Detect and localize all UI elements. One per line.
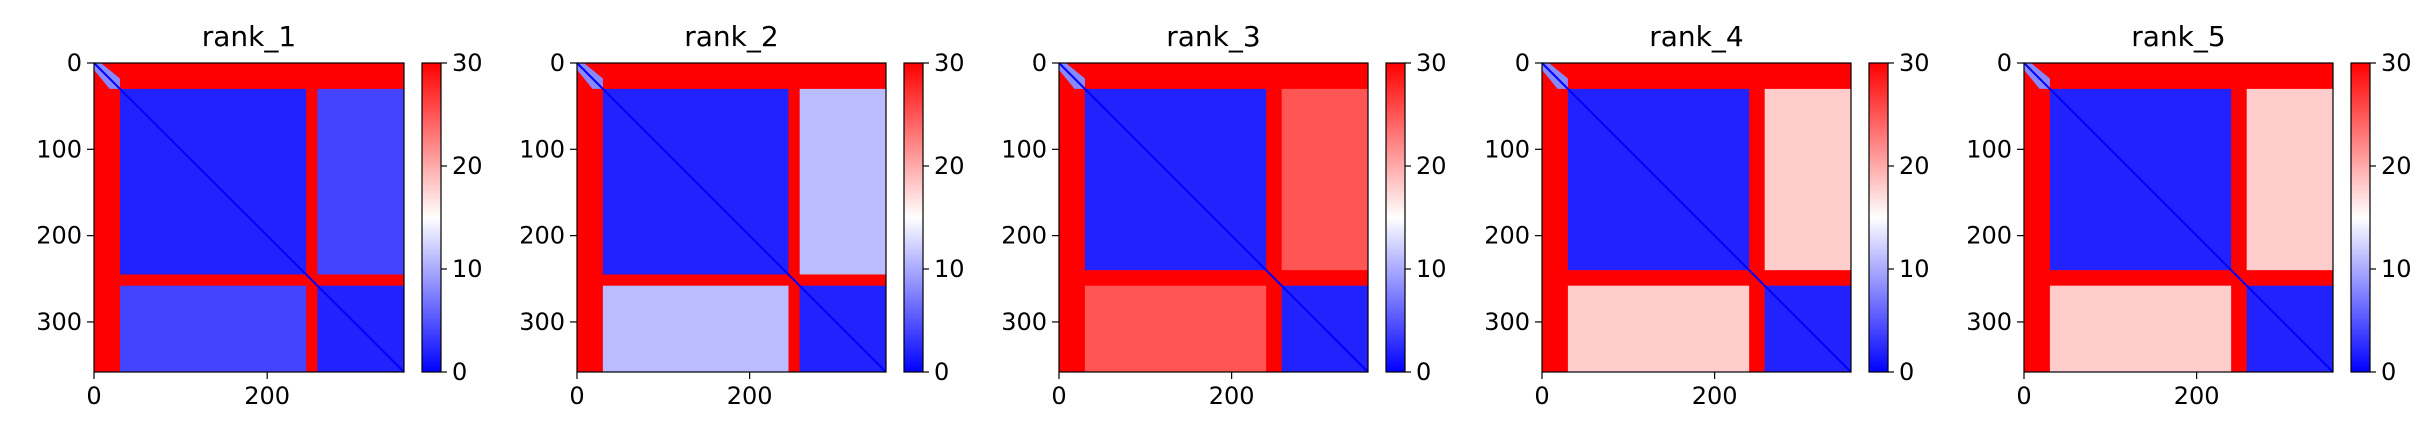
y-tick-label: 300 bbox=[1484, 308, 1530, 336]
y-tick-label: 100 bbox=[36, 135, 82, 163]
axes-frame bbox=[1058, 62, 1369, 373]
heatmap-block-inter-lower bbox=[119, 285, 307, 372]
axes-frame bbox=[1541, 62, 1852, 373]
colorbar-tick-label: 30 bbox=[2381, 49, 2412, 77]
colorbar-tick-label: 0 bbox=[2381, 358, 2396, 386]
colorbar bbox=[2350, 62, 2371, 373]
y-tick-label: 0 bbox=[67, 49, 82, 77]
panel-rank_4: rank_4 0 100 200 300 0 200 0 10 20 30 bbox=[1484, 20, 1929, 410]
colorbar-tick-label: 0 bbox=[452, 358, 467, 386]
colorbar-tick-label: 20 bbox=[1899, 152, 1930, 180]
y-tick-label: 200 bbox=[36, 222, 82, 250]
colorbar-tick-label: 20 bbox=[2381, 152, 2412, 180]
axes-frame bbox=[93, 62, 405, 373]
y-tick-label: 0 bbox=[550, 49, 565, 77]
heatmap-block-inter-lower bbox=[1567, 285, 1750, 372]
panel-rank_1: rank_1 0 100 200 300 0 200 0 10 20 30 bbox=[36, 20, 482, 410]
colorbar-tick-label: 30 bbox=[452, 49, 483, 77]
heatmap-diagonal bbox=[93, 62, 405, 373]
x-tick-label: 200 bbox=[1692, 382, 1738, 410]
panel-title: rank_4 bbox=[1649, 20, 1743, 53]
heatmap-block-inter-upper bbox=[799, 88, 886, 275]
colorbar bbox=[903, 62, 924, 373]
y-tick-label: 300 bbox=[1001, 308, 1047, 336]
heatmap-block-inter-upper bbox=[1281, 88, 1368, 271]
y-tick-label: 100 bbox=[1484, 135, 1530, 163]
panel-rank_2: rank_2 0 100 200 300 0 200 0 10 20 30 bbox=[519, 20, 964, 410]
heatmap-diagonal bbox=[2023, 62, 2334, 373]
colorbar-tick-label: 0 bbox=[1899, 358, 1914, 386]
x-tick-label: 0 bbox=[1534, 382, 1549, 410]
y-tick-label: 0 bbox=[1032, 49, 1047, 77]
x-tick-label: 0 bbox=[2016, 382, 2031, 410]
x-tick-label: 0 bbox=[86, 382, 101, 410]
y-tick-label: 0 bbox=[1515, 49, 1530, 77]
y-tick-label: 0 bbox=[1997, 49, 2012, 77]
colorbar-tick-label: 10 bbox=[2381, 255, 2412, 283]
x-tick-label: 0 bbox=[569, 382, 584, 410]
panel-title: rank_2 bbox=[684, 20, 778, 53]
axes-frame bbox=[2023, 62, 2334, 373]
heatmap-block-inter-lower bbox=[602, 285, 789, 372]
colorbar-tick-label: 30 bbox=[1899, 49, 1930, 77]
y-tick-label: 200 bbox=[1484, 222, 1530, 250]
y-tick-label: 200 bbox=[519, 222, 565, 250]
colorbar-tick-label: 0 bbox=[1416, 358, 1431, 386]
colorbar bbox=[1385, 62, 1406, 373]
y-tick-label: 100 bbox=[519, 135, 565, 163]
y-tick-label: 100 bbox=[1966, 135, 2012, 163]
x-tick-label: 200 bbox=[244, 382, 290, 410]
colorbar-tick-label: 0 bbox=[934, 358, 949, 386]
x-tick-label: 200 bbox=[727, 382, 773, 410]
y-tick-label: 300 bbox=[1966, 308, 2012, 336]
y-tick-label: 300 bbox=[36, 308, 82, 336]
heatmap-diagonal bbox=[1541, 62, 1852, 373]
colorbar bbox=[1868, 62, 1889, 373]
panel-rank_5: rank_5 0 100 200 300 0 200 0 10 20 30 bbox=[1966, 20, 2411, 410]
panel-rank_3: rank_3 0 100 200 300 0 200 0 10 20 30 bbox=[1001, 20, 1446, 410]
x-tick-label: 200 bbox=[2174, 382, 2220, 410]
colorbar-tick-label: 20 bbox=[452, 152, 483, 180]
heatmap-block-inter-upper bbox=[2246, 88, 2333, 271]
colorbar-tick-label: 30 bbox=[934, 49, 965, 77]
y-tick-label: 300 bbox=[519, 308, 565, 336]
y-tick-label: 100 bbox=[1001, 135, 1047, 163]
y-tick-label: 200 bbox=[1966, 222, 2012, 250]
heatmap-block-inter-lower bbox=[1084, 285, 1267, 372]
colorbar-tick-label: 10 bbox=[452, 255, 483, 283]
heatmap-block-inter-upper bbox=[1764, 88, 1851, 271]
colorbar-tick-label: 30 bbox=[1416, 49, 1447, 77]
panel-title: rank_5 bbox=[2131, 20, 2225, 53]
colorbar bbox=[421, 62, 442, 373]
x-tick-label: 200 bbox=[1209, 382, 1255, 410]
heatmap-block-inter-upper bbox=[317, 88, 404, 275]
axes-frame bbox=[576, 62, 887, 373]
colorbar-tick-label: 20 bbox=[934, 152, 965, 180]
x-tick-label: 0 bbox=[1051, 382, 1066, 410]
panel-title: rank_3 bbox=[1166, 20, 1260, 53]
heatmap-diagonal bbox=[576, 62, 887, 373]
heatmap-diagonal bbox=[1058, 62, 1369, 373]
y-tick-label: 200 bbox=[1001, 222, 1047, 250]
colorbar-tick-label: 10 bbox=[1899, 255, 1930, 283]
colorbar-tick-label: 20 bbox=[1416, 152, 1447, 180]
panel-title: rank_1 bbox=[202, 20, 296, 53]
colorbar-tick-label: 10 bbox=[1416, 255, 1447, 283]
colorbar-tick-label: 10 bbox=[934, 255, 965, 283]
heatmap-block-inter-lower bbox=[2049, 285, 2232, 372]
